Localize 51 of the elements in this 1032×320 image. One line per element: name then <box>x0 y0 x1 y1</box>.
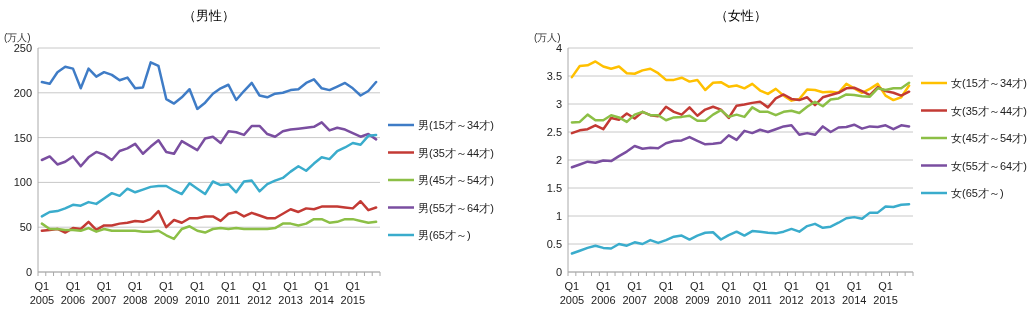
x-tick-label: Q1 2011 <box>748 280 772 306</box>
x-tick-label: Q1 2007 <box>91 280 117 306</box>
x-tick-label: Q1 2008 <box>122 280 148 306</box>
x-tick-label: Q1 2006 <box>591 280 616 306</box>
legend-label: 女(55才～64才) <box>951 159 1027 172</box>
y-tick-label: 150 <box>13 131 32 144</box>
x-tick-label: Q1 2015 <box>340 280 366 306</box>
y-tick-label: 50 <box>19 221 32 234</box>
legend-label: 女(15才～34才) <box>951 77 1027 89</box>
y-tick-label: 250 <box>13 42 32 54</box>
x-tick-label: Q1 2005 <box>29 280 55 306</box>
x-tick-label: Q1 2010 <box>716 280 741 306</box>
chart-title: （女性） <box>714 8 767 23</box>
x-tick-label: Q1 2013 <box>810 280 836 306</box>
y-tick-label: 3.5 <box>546 70 562 82</box>
legend-label: 女(65才～) <box>951 187 1004 199</box>
y-tick-label: 2.5 <box>546 126 562 138</box>
y-tick-label: 2 <box>555 154 562 166</box>
y-tick-label: 100 <box>13 176 32 189</box>
chart-title: （男性） <box>183 8 235 23</box>
y-tick-label: 3 <box>555 98 562 110</box>
x-tick-label: Q1 2006 <box>60 280 86 306</box>
x-tick-label: Q1 2009 <box>154 280 179 306</box>
y-tick-label: 1.5 <box>546 182 562 194</box>
legend-label: 男(65才～) <box>418 229 471 241</box>
y-tick-label: 0.5 <box>546 238 562 250</box>
x-tick-label: Q1 2011 <box>216 280 241 306</box>
y-tick-label: 0 <box>25 266 32 278</box>
y-tick-label: 0 <box>555 266 562 278</box>
legend-label: 男(35才～44才) <box>418 146 494 159</box>
y-axis-title: (万人) <box>534 32 561 43</box>
legend-label: 男(45才～54才) <box>418 174 494 186</box>
x-tick-label: Q1 2005 <box>559 280 585 306</box>
legend-label: 女(35才～44才) <box>951 104 1027 117</box>
legend-label: 男(15才～34才) <box>418 119 494 131</box>
y-tick-label: 1 <box>555 210 562 222</box>
legend-label: 女(45才～54才) <box>951 132 1027 144</box>
x-tick-label: Q1 2008 <box>653 280 679 306</box>
x-tick-label: Q1 2012 <box>779 280 804 306</box>
x-tick-label: Q1 2009 <box>685 280 710 306</box>
x-tick-label: Q1 2010 <box>185 280 210 306</box>
x-tick-label: Q1 2014 <box>309 280 334 306</box>
x-tick-label: Q1 2007 <box>622 280 647 306</box>
y-tick-label: 4 <box>555 42 562 54</box>
x-tick-label: Q1 2014 <box>841 280 867 306</box>
legend-label: 男(55才～64才) <box>418 201 494 214</box>
y-tick-label: 200 <box>13 86 32 99</box>
x-tick-label: Q1 2013 <box>278 280 303 306</box>
x-tick-label: Q1 2015 <box>873 280 898 306</box>
x-tick-label: Q1 2012 <box>247 280 272 306</box>
y-axis-title: (万人) <box>4 32 31 43</box>
